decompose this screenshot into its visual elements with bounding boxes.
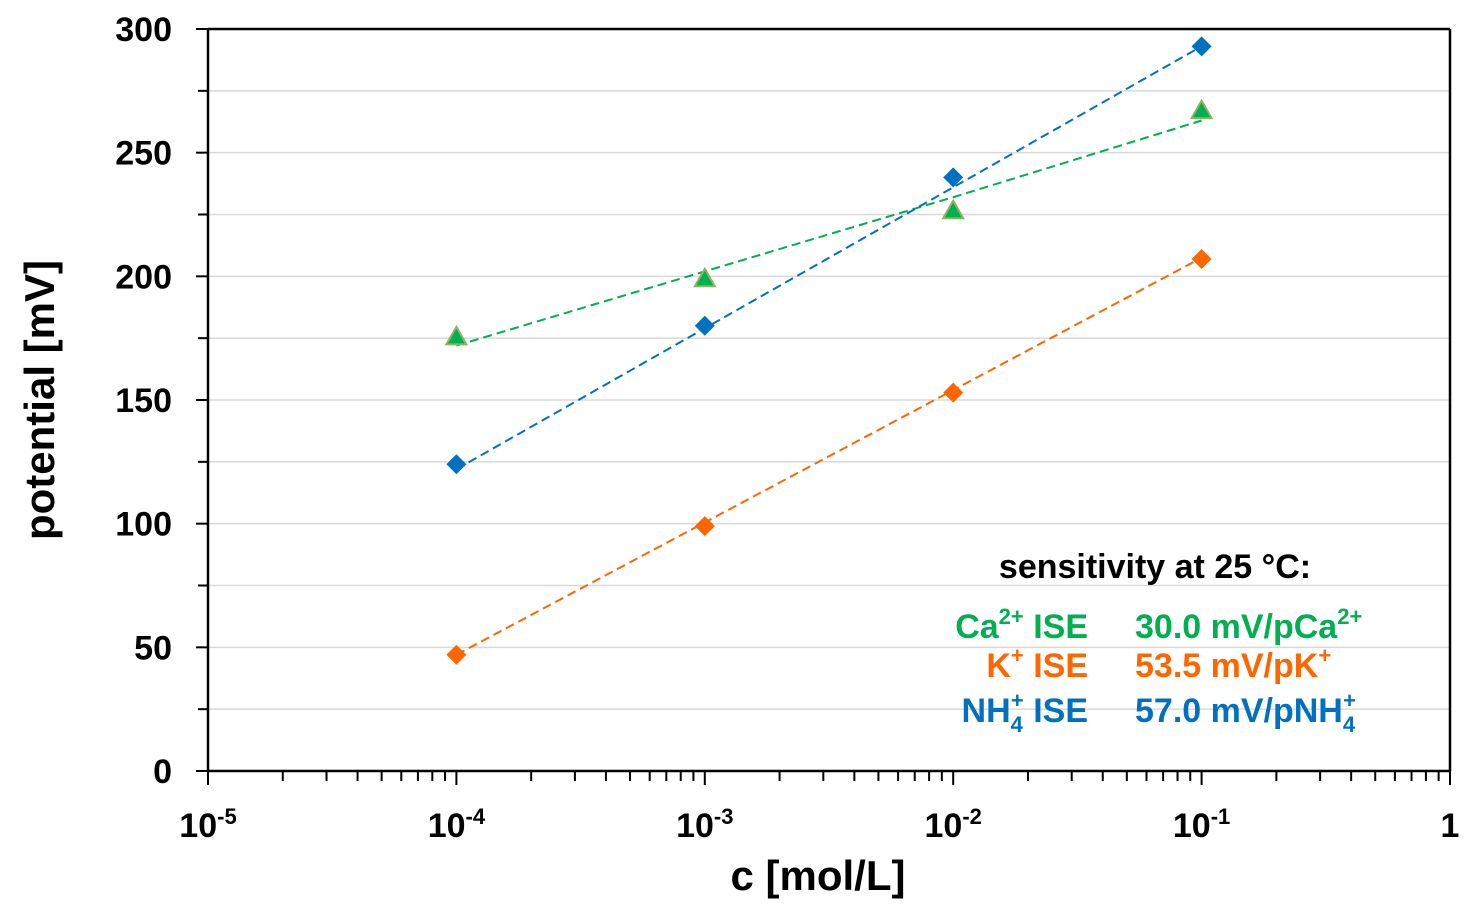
trendline: [455, 256, 1203, 656]
y-tick-label: 100: [115, 506, 172, 544]
x-tick-label: 10-2: [925, 804, 982, 845]
data-point-diamond: [694, 315, 715, 336]
annotation-ion-label: NH4+ ISE: [962, 688, 1088, 737]
annotation-ion-label: Ca2+ ISE: [955, 604, 1088, 646]
data-point-diamond: [1191, 249, 1212, 270]
trendline: [455, 45, 1203, 471]
data-point-diamond: [446, 454, 467, 475]
sensitivity-annotation: sensitivity at 25 °C: Ca2+ ISE 30.0 mV/pCa…: [955, 548, 1362, 737]
x-tick-label: 1: [1441, 807, 1460, 845]
x-axis-title: c [mol/L]: [731, 852, 906, 899]
data-point-triangle: [941, 198, 965, 220]
y-tick-label: 50: [134, 629, 172, 667]
y-tick-label: 300: [115, 11, 172, 49]
y-tick-label: 0: [153, 753, 172, 791]
x-tick-label: 10-4: [428, 804, 486, 845]
data-point-diamond: [943, 167, 964, 188]
y-tick-labels: 0 50 100 150 200 250 300: [115, 11, 172, 791]
trendline: [456, 119, 1202, 347]
x-tick-labels: 10-5 10-4 10-3 10-2 10-1 1: [179, 804, 1459, 845]
y-tick-label: 250: [115, 135, 172, 173]
data-point-diamond: [1191, 36, 1212, 57]
y-tick-label: 150: [115, 382, 172, 420]
x-tick-label: 10-3: [676, 804, 733, 845]
y-tick-label: 200: [115, 258, 172, 296]
data-points: [444, 36, 1214, 665]
data-point-triangle: [444, 324, 469, 346]
y-axis-title: potential [mV]: [16, 260, 63, 540]
axes: [196, 27, 1452, 785]
annotation-ion-label: K+ ISE: [986, 643, 1088, 685]
data-point-triangle: [1189, 98, 1214, 120]
annotation-heading: sensitivity at 25 °C:: [999, 548, 1311, 586]
annotation-sensitivity-value: 57.0 mV/pNH4+: [1135, 688, 1356, 737]
data-point-diamond: [446, 644, 467, 665]
x-tick-label: 10-5: [179, 804, 236, 845]
data-point-triangle: [693, 266, 717, 288]
annotation-sensitivity-value: 53.5 mV/pK+: [1135, 643, 1331, 685]
annotation-sensitivity-value: 30.0 mV/pCa2+: [1135, 604, 1362, 646]
data-point-diamond: [943, 382, 964, 403]
gridlines: [208, 90, 1450, 710]
trendlines: [455, 45, 1203, 656]
x-tick-label: 10-1: [1173, 804, 1230, 845]
data-point-diamond: [694, 516, 715, 537]
